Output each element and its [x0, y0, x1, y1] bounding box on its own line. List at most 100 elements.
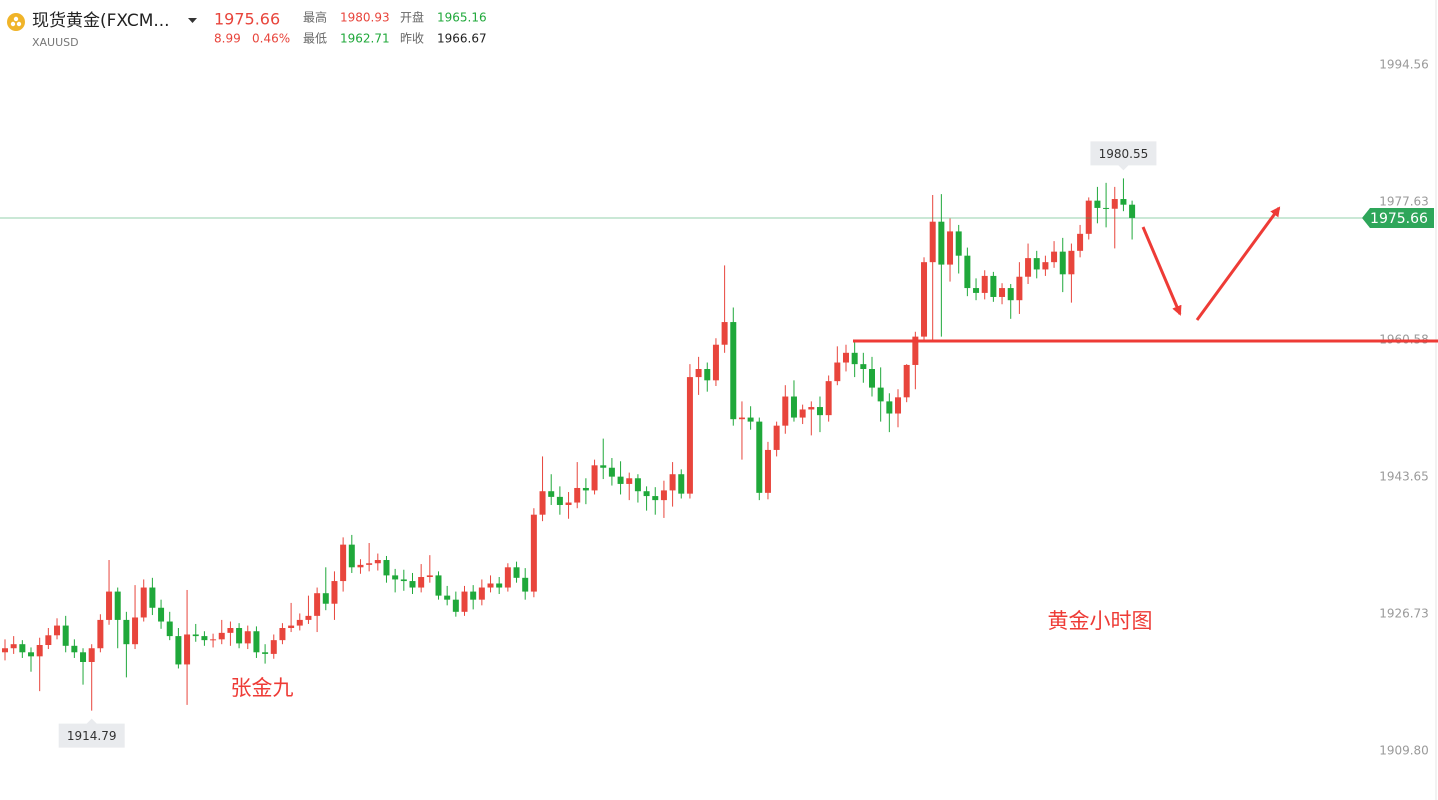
candle-body: [383, 560, 390, 576]
symbol-name[interactable]: 现货黄金(FXCM...: [32, 11, 170, 31]
stat-label: 最低: [303, 32, 327, 46]
candle-body: [400, 579, 407, 582]
candle-body: [816, 407, 823, 416]
candle-body: [1077, 233, 1084, 251]
icon-dot: [10, 21, 16, 27]
candle-body: [270, 640, 277, 654]
candle-body: [869, 369, 875, 388]
min-marker: [58, 718, 125, 748]
stat-value: 1962.71: [340, 32, 390, 46]
candle-body: [504, 567, 511, 588]
candle-body: [340, 544, 347, 582]
candle-body: [522, 577, 529, 592]
candle-body: [28, 652, 35, 657]
candle-body: [10, 644, 17, 649]
candle-body: [790, 396, 797, 418]
symbol-icon: [7, 13, 25, 31]
candle-body: [227, 628, 234, 633]
candle-body: [62, 625, 69, 646]
candle-body: [721, 322, 728, 345]
candle-body: [288, 625, 295, 629]
candle-body: [2, 648, 8, 653]
plot: 1994.561977.631960.581943.651926.731909.…: [0, 57, 1434, 758]
candle-body: [1025, 258, 1032, 277]
y-tick-label: 1943.65: [1379, 470, 1429, 484]
candle-body: [201, 636, 208, 641]
candle-body: [348, 544, 355, 568]
candle-body: [158, 607, 165, 622]
candle-body: [799, 409, 806, 418]
candle-body: [773, 425, 780, 450]
candle-body: [886, 401, 893, 414]
min-label: 1914.79: [67, 729, 117, 743]
icon-dot: [13, 16, 19, 22]
candle-body: [322, 593, 329, 604]
candle-body: [712, 344, 719, 381]
candle-body: [626, 478, 633, 484]
arrow-up: [1195, 206, 1281, 321]
candle-body: [964, 255, 971, 289]
candle-body: [418, 577, 425, 588]
candle-body: [1068, 250, 1075, 275]
candle-body: [530, 514, 537, 592]
candle-body: [912, 336, 919, 365]
candle-body: [461, 591, 468, 612]
candle-body: [374, 560, 381, 564]
candle-body: [253, 631, 260, 653]
candle-body: [938, 221, 945, 265]
candle-body: [1059, 251, 1066, 275]
candle-body: [19, 644, 26, 653]
candle-body: [1042, 262, 1049, 270]
candle-body: [747, 417, 754, 422]
candle-body: [88, 648, 95, 662]
candle-body: [175, 636, 182, 665]
candle-body: [1129, 204, 1136, 218]
candle-body: [166, 621, 173, 637]
candle-body: [643, 491, 650, 497]
candle-body: [556, 496, 563, 505]
candle-body: [1103, 207, 1110, 209]
candle-body: [1120, 199, 1127, 205]
dropdown-caret[interactable]: [188, 18, 197, 23]
candle-body: [36, 645, 43, 657]
candle-body: [192, 634, 199, 637]
price: 1975.66: [214, 10, 280, 29]
candle-body: [1007, 288, 1014, 301]
candle-body: [262, 652, 269, 654]
candle-body: [678, 474, 685, 494]
candle-body: [548, 491, 555, 497]
candle-body: [487, 583, 494, 588]
candle-body: [764, 449, 771, 493]
candle-body: [1016, 276, 1023, 301]
candle-body: [999, 288, 1006, 297]
candle-body: [929, 221, 936, 263]
candle-body: [149, 587, 156, 608]
candle-body: [140, 587, 147, 618]
y-tick-label: 1909.80: [1379, 744, 1429, 758]
candle-body: [955, 231, 962, 256]
candle-body: [392, 575, 399, 580]
candle-body: [452, 599, 459, 612]
candle-body: [357, 564, 364, 568]
candle-body: [990, 275, 997, 297]
annotation: 黄金小时图: [1048, 609, 1153, 633]
candle-body: [860, 364, 867, 370]
candle-body: [114, 591, 121, 620]
candle-body: [279, 628, 286, 641]
candle-body: [123, 619, 130, 645]
last-price-label: 1975.66: [1370, 211, 1428, 227]
candle-body: [539, 491, 546, 515]
last-price-tag: [1362, 207, 1434, 228]
candle-body: [218, 632, 225, 640]
candle-body: [921, 262, 928, 337]
candle-body: [97, 619, 104, 649]
icon-dot: [16, 21, 22, 27]
candle-body: [426, 575, 433, 578]
y-tick-label: 1994.56: [1379, 57, 1429, 71]
candle-body: [470, 591, 477, 600]
candle-body: [45, 635, 52, 646]
candle-body: [574, 487, 581, 503]
candle-body: [851, 352, 858, 365]
candle-body: [903, 364, 910, 398]
